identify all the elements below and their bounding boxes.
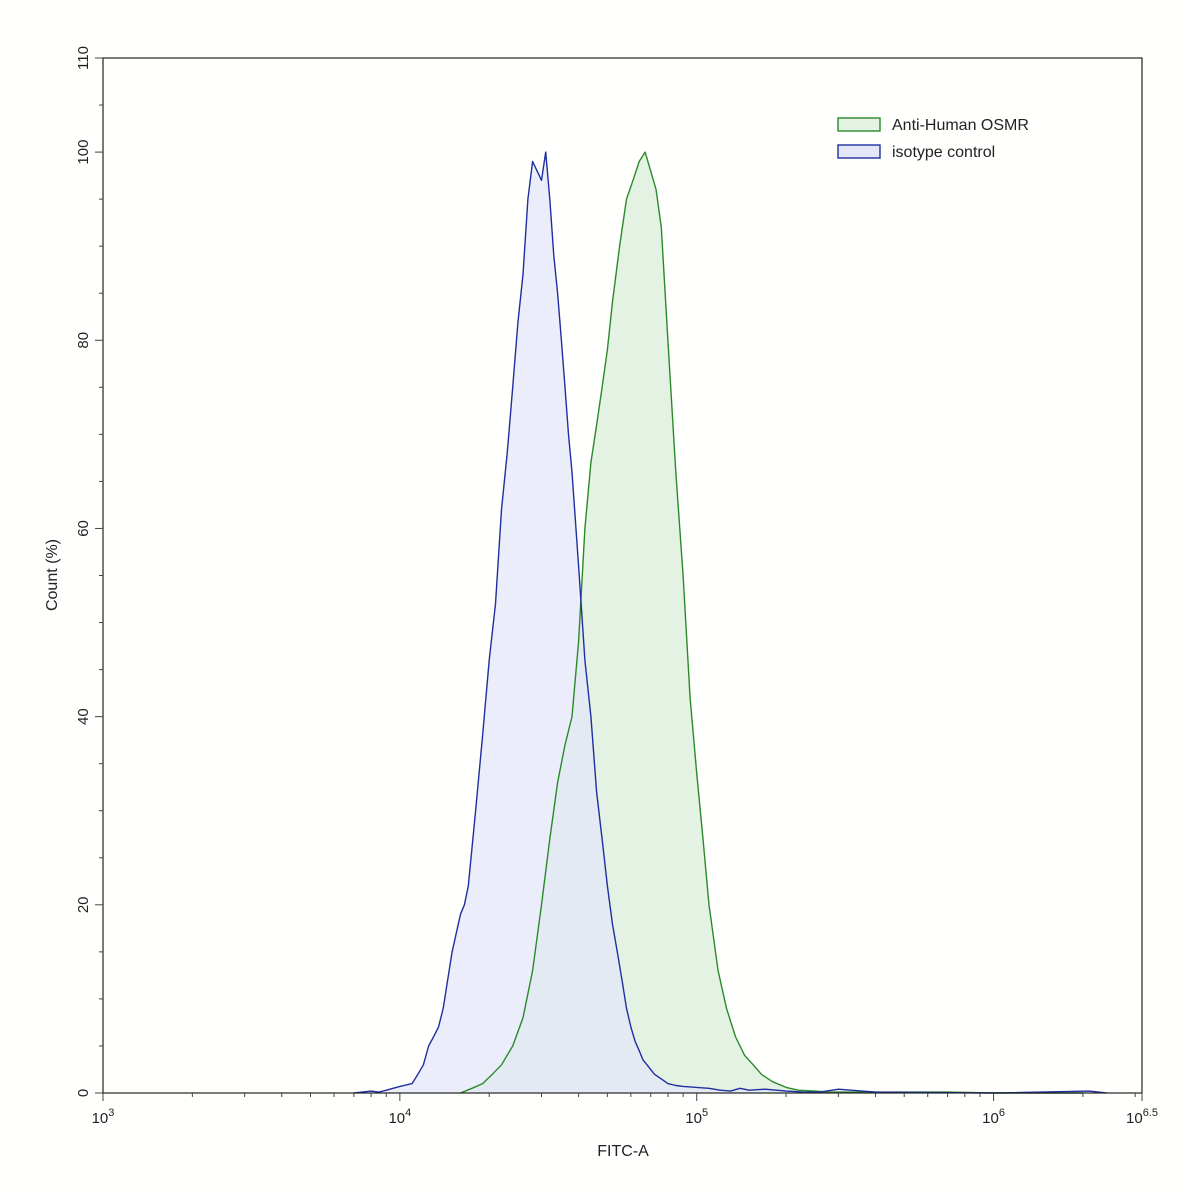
y-tick-label: 110	[75, 46, 92, 70]
x-axis-title: FITC-A	[597, 1143, 649, 1160]
y-tick-label: 100	[75, 140, 92, 165]
y-tick-label: 0	[75, 1089, 92, 1097]
x-tick-label: 103	[92, 1107, 115, 1127]
x-tick-label: 106.5	[1126, 1107, 1158, 1127]
y-tick-label: 20	[75, 896, 92, 913]
x-tick-label: 106	[982, 1107, 1005, 1127]
series-line-0	[460, 151, 1083, 1094]
y-tick-label: 60	[75, 520, 92, 537]
series-area-1	[353, 152, 1107, 1094]
legend-label-1: isotype control	[892, 144, 995, 161]
series-area-0	[460, 152, 1083, 1094]
series-layer	[353, 151, 1107, 1094]
legend-swatch-1	[837, 144, 881, 159]
y-tick-label: 80	[75, 332, 92, 349]
series-line-1	[353, 151, 1107, 1094]
x-tick-label: 104	[388, 1107, 411, 1127]
legend-label-0: Anti-Human OSMR	[892, 117, 1029, 134]
x-axis: 103 104 105 106 106.5	[92, 1093, 1158, 1127]
x-tick-label: 105	[685, 1107, 708, 1127]
y-axis: 0 20 40 60 80 100 110	[75, 46, 103, 1097]
y-tick-label: 40	[75, 708, 92, 725]
y-axis-title: Count (%)	[44, 539, 61, 611]
legend-swatch-0	[837, 117, 881, 132]
legend: Anti-Human OSMR isotype control	[837, 117, 1029, 161]
